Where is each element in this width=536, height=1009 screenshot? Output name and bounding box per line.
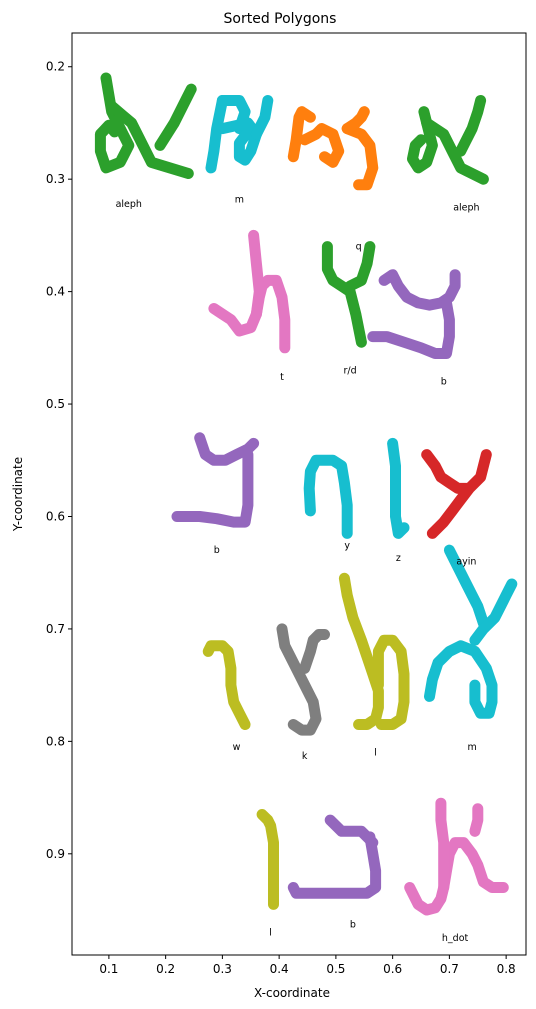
y-axis-label: Y-coordinate [11, 457, 25, 532]
y-tick-label: 0.7 [46, 622, 65, 636]
glyph-stroke [250, 95, 274, 140]
glyph-polygon-aleph [94, 72, 197, 179]
glyph-polygon-l [256, 809, 279, 910]
x-tick-label: 0.7 [440, 962, 459, 976]
glyph-label: aleph [116, 199, 142, 210]
glyph-stroke [276, 623, 322, 736]
y-tick-label: 0.9 [46, 847, 65, 861]
glyph-stroke [367, 297, 455, 359]
glyph-polygon-m [205, 95, 274, 174]
y-tick-label: 0.6 [46, 509, 65, 523]
glyph-stroke [106, 100, 194, 179]
glyph-stroke [387, 437, 410, 539]
y-tick-label: 0.2 [46, 60, 65, 74]
glyph-polygon-ayin [421, 449, 492, 539]
plot-frame [71, 32, 527, 956]
glyph-stroke [248, 229, 265, 320]
glyph-stroke [372, 634, 410, 730]
glyph-label: b [214, 545, 220, 556]
glyph-stroke [378, 269, 461, 311]
y-tick-label: 0.4 [46, 285, 65, 299]
x-axis-label: X-coordinate [254, 986, 330, 1000]
x-tick-label: 0.8 [497, 962, 516, 976]
glyph-polygon-m [424, 544, 518, 719]
glyph-stroke [154, 83, 197, 151]
glyph-stroke [299, 629, 330, 674]
glyph-stroke [469, 803, 484, 837]
glyph-stroke [256, 809, 279, 910]
glyph-label: z [396, 553, 401, 564]
glyph-polygon-z [387, 437, 410, 539]
glyph-stroke [421, 449, 472, 494]
glyph-label-layer: aleph m q aleph t r/d b b y z ayin w k l m l b h_dot [116, 194, 480, 944]
glyph-stroke [341, 106, 370, 135]
glyph-stroke [321, 241, 367, 348]
chart-title: Sorted Polygons [224, 11, 337, 27]
glyph-stroke [216, 117, 262, 166]
x-tick-label: 0.1 [99, 962, 118, 976]
y-axis-ticks: 0.2 0.3 0.4 0.5 0.6 0.7 0.8 0.9 [46, 60, 72, 861]
glyph-stroke [435, 797, 450, 893]
glyph-stroke [287, 106, 316, 163]
glyph-stroke [455, 95, 487, 157]
glyph-stroke [299, 123, 345, 168]
glyph-label: y [344, 541, 350, 552]
glyph-label: k [302, 751, 308, 762]
y-tick-label: 0.5 [46, 397, 65, 411]
glyph-label: h_dot [442, 933, 469, 944]
glyph-polygon-q [287, 106, 379, 191]
x-tick-label: 0.6 [383, 962, 402, 976]
glyph-polygon-y [303, 454, 353, 539]
y-tick-label: 0.8 [46, 734, 65, 748]
glyph-polygon-r/d [321, 241, 376, 348]
glyph-label: m [235, 194, 244, 205]
glyph-stroke [443, 544, 489, 629]
glyph-polygon-w [202, 640, 251, 730]
x-tick-label: 0.4 [270, 962, 289, 976]
glyph-stroke [407, 106, 438, 174]
glyph-stroke [194, 432, 260, 466]
x-tick-label: 0.3 [213, 962, 232, 976]
glyph-stroke [287, 831, 382, 899]
glyph-label: l [269, 928, 272, 939]
glyph-stroke [171, 449, 254, 528]
glyph-stroke [426, 449, 492, 539]
glyph-polygon-b [171, 432, 260, 528]
glyph-stroke [202, 640, 251, 730]
glyph-stroke [94, 72, 135, 174]
glyph-label: t [280, 372, 284, 383]
glyph-stroke [338, 572, 384, 730]
glyph-polygon-b [287, 814, 382, 899]
glyph-polygon-aleph [407, 95, 489, 185]
glyph-label: r/d [344, 365, 357, 376]
glyph-label: m [467, 742, 476, 753]
glyph-layer [94, 72, 518, 916]
glyph-label: aleph [453, 202, 479, 213]
glyph-polygon-h_dot [404, 797, 509, 916]
glyph-stroke [421, 117, 489, 185]
glyph-polygon-l [338, 572, 410, 730]
x-tick-label: 0.2 [156, 962, 175, 976]
glyph-stroke [341, 123, 379, 191]
x-axis-ticks: 0.1 0.2 0.3 0.4 0.5 0.6 0.7 0.8 [99, 955, 516, 976]
glyph-stroke [205, 95, 228, 174]
glyph-label: l [374, 748, 377, 759]
glyph-polygon-b [367, 269, 461, 359]
glyph-label: ayin [456, 556, 476, 567]
glyph-stroke [424, 640, 498, 719]
glyph-stroke [469, 578, 518, 646]
glyph-polygon-t [208, 229, 291, 354]
glyph-stroke [404, 837, 509, 916]
glyph-label: b [441, 377, 447, 388]
glyph-stroke [344, 241, 376, 292]
glyph-label: b [350, 920, 356, 931]
glyph-polygon-k [276, 623, 330, 736]
glyph-stroke [303, 454, 353, 539]
x-tick-label: 0.5 [326, 962, 345, 976]
glyph-label: q [356, 242, 362, 253]
y-tick-label: 0.3 [46, 172, 65, 186]
glyph-label: w [233, 742, 241, 753]
